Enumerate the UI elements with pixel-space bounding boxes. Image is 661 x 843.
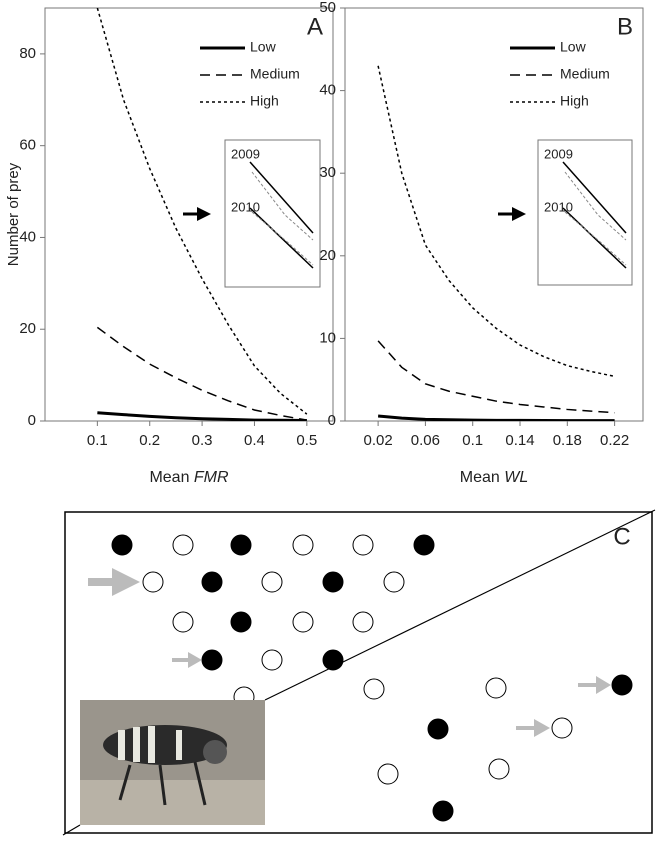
chart: B 0 10 20 30 40 50 0.02 0.06 0.1 0.14 0.18 0.22 Mean … — [319, 0, 644, 486]
prey-dot — [201, 571, 223, 593]
prey-dot — [230, 534, 252, 556]
arrow — [516, 719, 550, 737]
x-tick-label: 0.1 — [462, 432, 483, 449]
inset-frame — [537, 139, 633, 286]
series-line — [377, 414, 615, 421]
chart: A 0 20 40 60 80 0.1 0.2 0.3 0.4 0.5 Number of prey M… — [5, 7, 334, 486]
legend-label: High — [250, 93, 279, 109]
arrow — [88, 568, 140, 596]
legend-label: Low — [560, 39, 587, 55]
inset-label: 2010 — [231, 199, 260, 214]
inset-line — [249, 161, 314, 234]
photo-ground — [80, 780, 265, 825]
y-tick-label: 80 — [19, 45, 36, 62]
x-tick-label: 0.22 — [600, 432, 629, 449]
arrow — [172, 652, 202, 668]
prey-dot — [322, 649, 344, 671]
plot-frame — [44, 7, 334, 422]
prey-dot — [363, 678, 385, 700]
series-line — [377, 65, 615, 378]
arrows — [88, 568, 611, 737]
zoom-line — [62, 824, 81, 836]
x-tick-label: 0.1 — [87, 432, 108, 449]
prey-dot — [142, 571, 164, 593]
inset-line — [562, 161, 627, 234]
inset-line — [562, 207, 627, 269]
prey-dot — [611, 674, 633, 696]
x-axis-label: Mean FMR — [149, 469, 229, 486]
prey-dot — [261, 649, 283, 671]
y-tick-label: 50 — [319, 0, 336, 16]
legend-label: High — [560, 93, 589, 109]
y-axis-label: Number of prey — [5, 162, 22, 266]
inset-arrowhead — [197, 207, 211, 221]
wasp-head — [203, 740, 227, 764]
x-axis-label-text: Mean — [149, 469, 193, 486]
prey-dot — [413, 534, 435, 556]
panel-label: A — [307, 13, 323, 40]
prey-dot — [551, 717, 573, 739]
x-tick-label: 0.5 — [296, 432, 317, 449]
y-tick-label: 0 — [328, 412, 336, 429]
panel-label: B — [617, 13, 633, 40]
series-line — [377, 340, 615, 414]
prey-dots — [111, 534, 633, 822]
x-tick-label: 0.14 — [505, 432, 534, 449]
prey-dot — [432, 800, 454, 822]
inset-arrowhead — [512, 207, 526, 221]
x-tick-label: 0.3 — [192, 432, 213, 449]
x-tick-label: 0.02 — [364, 432, 393, 449]
y-tick-label: 20 — [319, 247, 336, 264]
series-line — [96, 326, 307, 421]
prey-dot — [111, 534, 133, 556]
wasp-stripes — [118, 726, 182, 763]
inset-label: 2009 — [544, 146, 573, 161]
legend-label: Low — [250, 39, 277, 55]
legend-label: Medium — [250, 66, 300, 82]
prey-dot — [485, 677, 507, 699]
y-tick-label: 10 — [319, 329, 336, 346]
x-axis-label-italic: FMR — [194, 469, 229, 486]
legend-label: Medium — [560, 66, 610, 82]
x-axis-label-italic: WL — [504, 469, 528, 486]
prey-dot — [172, 534, 194, 556]
series-line — [97, 411, 307, 421]
wasp-photo — [80, 700, 265, 825]
y-tick-label: 20 — [19, 320, 36, 337]
prey-dot — [261, 571, 283, 593]
prey-dot — [383, 571, 405, 593]
prey-dot — [352, 611, 374, 633]
y-tick-label: 30 — [319, 164, 336, 181]
y-tick-label: 0 — [28, 412, 36, 429]
x-axis-label-text: Mean — [460, 469, 504, 486]
inset-line — [249, 207, 314, 269]
y-tick-label: 60 — [19, 137, 36, 154]
wasp-legs — [118, 761, 207, 806]
arrow — [578, 676, 611, 694]
prey-dot — [352, 534, 374, 556]
prey-dot — [172, 611, 194, 633]
y-tick-label: 40 — [319, 82, 336, 99]
x-axis-label: Mean WL — [460, 469, 528, 486]
x-tick-label: 0.06 — [411, 432, 440, 449]
x-tick-label: 0.4 — [244, 432, 265, 449]
panel-label: C — [613, 523, 630, 550]
prey-dot — [488, 758, 510, 780]
prey-dot — [377, 763, 399, 785]
prey-dot — [322, 571, 344, 593]
prey-dot — [230, 611, 252, 633]
prey-dot — [292, 534, 314, 556]
y-tick-label: 40 — [19, 228, 36, 245]
x-tick-label: 0.18 — [553, 432, 582, 449]
x-tick-label: 0.2 — [139, 432, 160, 449]
inset-label: 2010 — [544, 199, 573, 214]
prey-dot — [427, 718, 449, 740]
panel-c: C — [62, 509, 656, 836]
prey-dot — [292, 611, 314, 633]
inset-frame — [224, 139, 321, 288]
inset-label: 2009 — [231, 146, 260, 161]
prey-dot — [201, 649, 223, 671]
